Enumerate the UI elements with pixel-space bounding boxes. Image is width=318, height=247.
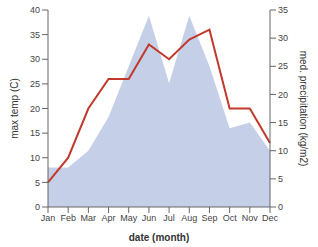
svg-text:Nov: Nov <box>242 213 259 223</box>
svg-text:5: 5 <box>278 174 283 184</box>
svg-text:10: 10 <box>278 146 288 156</box>
svg-text:Jun: Jun <box>142 213 157 223</box>
svg-text:Sep: Sep <box>201 213 217 223</box>
svg-text:Jan: Jan <box>41 213 56 223</box>
svg-text:max temp (C): max temp (C) <box>9 78 20 139</box>
svg-text:25: 25 <box>30 79 40 89</box>
svg-text:30: 30 <box>278 33 288 43</box>
svg-text:Jul: Jul <box>163 213 175 223</box>
svg-text:5: 5 <box>35 178 40 188</box>
svg-text:Feb: Feb <box>60 213 76 223</box>
svg-text:May: May <box>120 213 138 223</box>
svg-text:Dec: Dec <box>262 213 279 223</box>
svg-text:date (month): date (month) <box>129 232 190 243</box>
svg-text:10: 10 <box>30 153 40 163</box>
svg-text:35: 35 <box>278 5 288 15</box>
svg-text:Aug: Aug <box>181 213 197 223</box>
svg-text:35: 35 <box>30 30 40 40</box>
svg-text:15: 15 <box>278 118 288 128</box>
svg-text:Apr: Apr <box>102 213 116 223</box>
svg-text:Mar: Mar <box>81 213 97 223</box>
svg-text:40: 40 <box>30 5 40 15</box>
svg-text:0: 0 <box>35 202 40 212</box>
svg-text:20: 20 <box>278 90 288 100</box>
svg-text:med. precipitation (kg/m2): med. precipitation (kg/m2) <box>298 51 309 167</box>
svg-text:0: 0 <box>278 202 283 212</box>
svg-text:Oct: Oct <box>223 213 238 223</box>
svg-text:15: 15 <box>30 128 40 138</box>
svg-text:30: 30 <box>30 54 40 64</box>
svg-text:25: 25 <box>278 61 288 71</box>
svg-text:20: 20 <box>30 104 40 114</box>
